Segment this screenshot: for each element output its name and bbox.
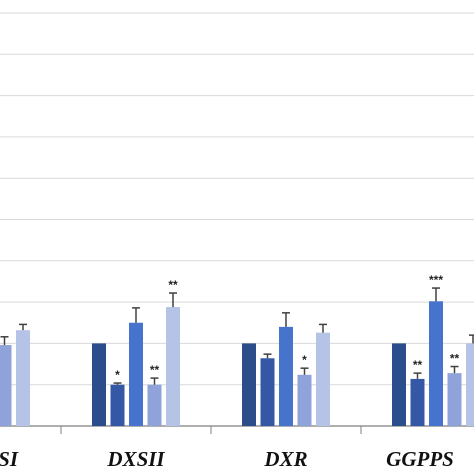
error-bar <box>282 312 290 327</box>
bar <box>279 326 293 426</box>
bar <box>410 378 425 426</box>
significance-label: * <box>302 353 307 367</box>
bar <box>92 343 106 426</box>
bar <box>260 358 275 426</box>
bar <box>0 345 12 426</box>
bar <box>16 330 30 426</box>
bar <box>297 374 312 426</box>
bar <box>466 343 474 426</box>
x-tick-label: DXR <box>263 447 307 471</box>
error-bar <box>150 377 159 385</box>
bar <box>429 301 443 426</box>
bar <box>166 307 180 426</box>
x-tick-label: SI <box>0 447 19 471</box>
bar <box>316 332 330 426</box>
significance-label: ** <box>168 278 178 292</box>
bar <box>242 343 256 426</box>
bar <box>392 343 406 426</box>
error-bar <box>263 353 272 359</box>
significance-label: ** <box>413 358 423 372</box>
error-bar <box>469 334 474 344</box>
error-bar <box>432 287 440 302</box>
error-bar <box>132 307 140 323</box>
error-bar <box>300 367 309 375</box>
bar <box>447 373 462 426</box>
error-bar <box>413 372 422 379</box>
error-bar <box>113 382 122 385</box>
bar <box>147 384 162 426</box>
significance-label: * <box>115 368 120 382</box>
significance-label: *** <box>429 273 443 287</box>
bar <box>129 322 143 426</box>
significance-label: ** <box>450 352 460 366</box>
error-bar <box>0 336 9 346</box>
error-bar <box>319 323 327 333</box>
bar <box>110 384 125 426</box>
significance-label: ** <box>150 363 160 377</box>
error-bar <box>169 292 177 308</box>
x-tick-label: GGPPS <box>386 447 454 471</box>
x-tick-label: DXSII <box>106 447 165 471</box>
error-bar <box>19 323 27 331</box>
error-bar <box>450 365 459 374</box>
